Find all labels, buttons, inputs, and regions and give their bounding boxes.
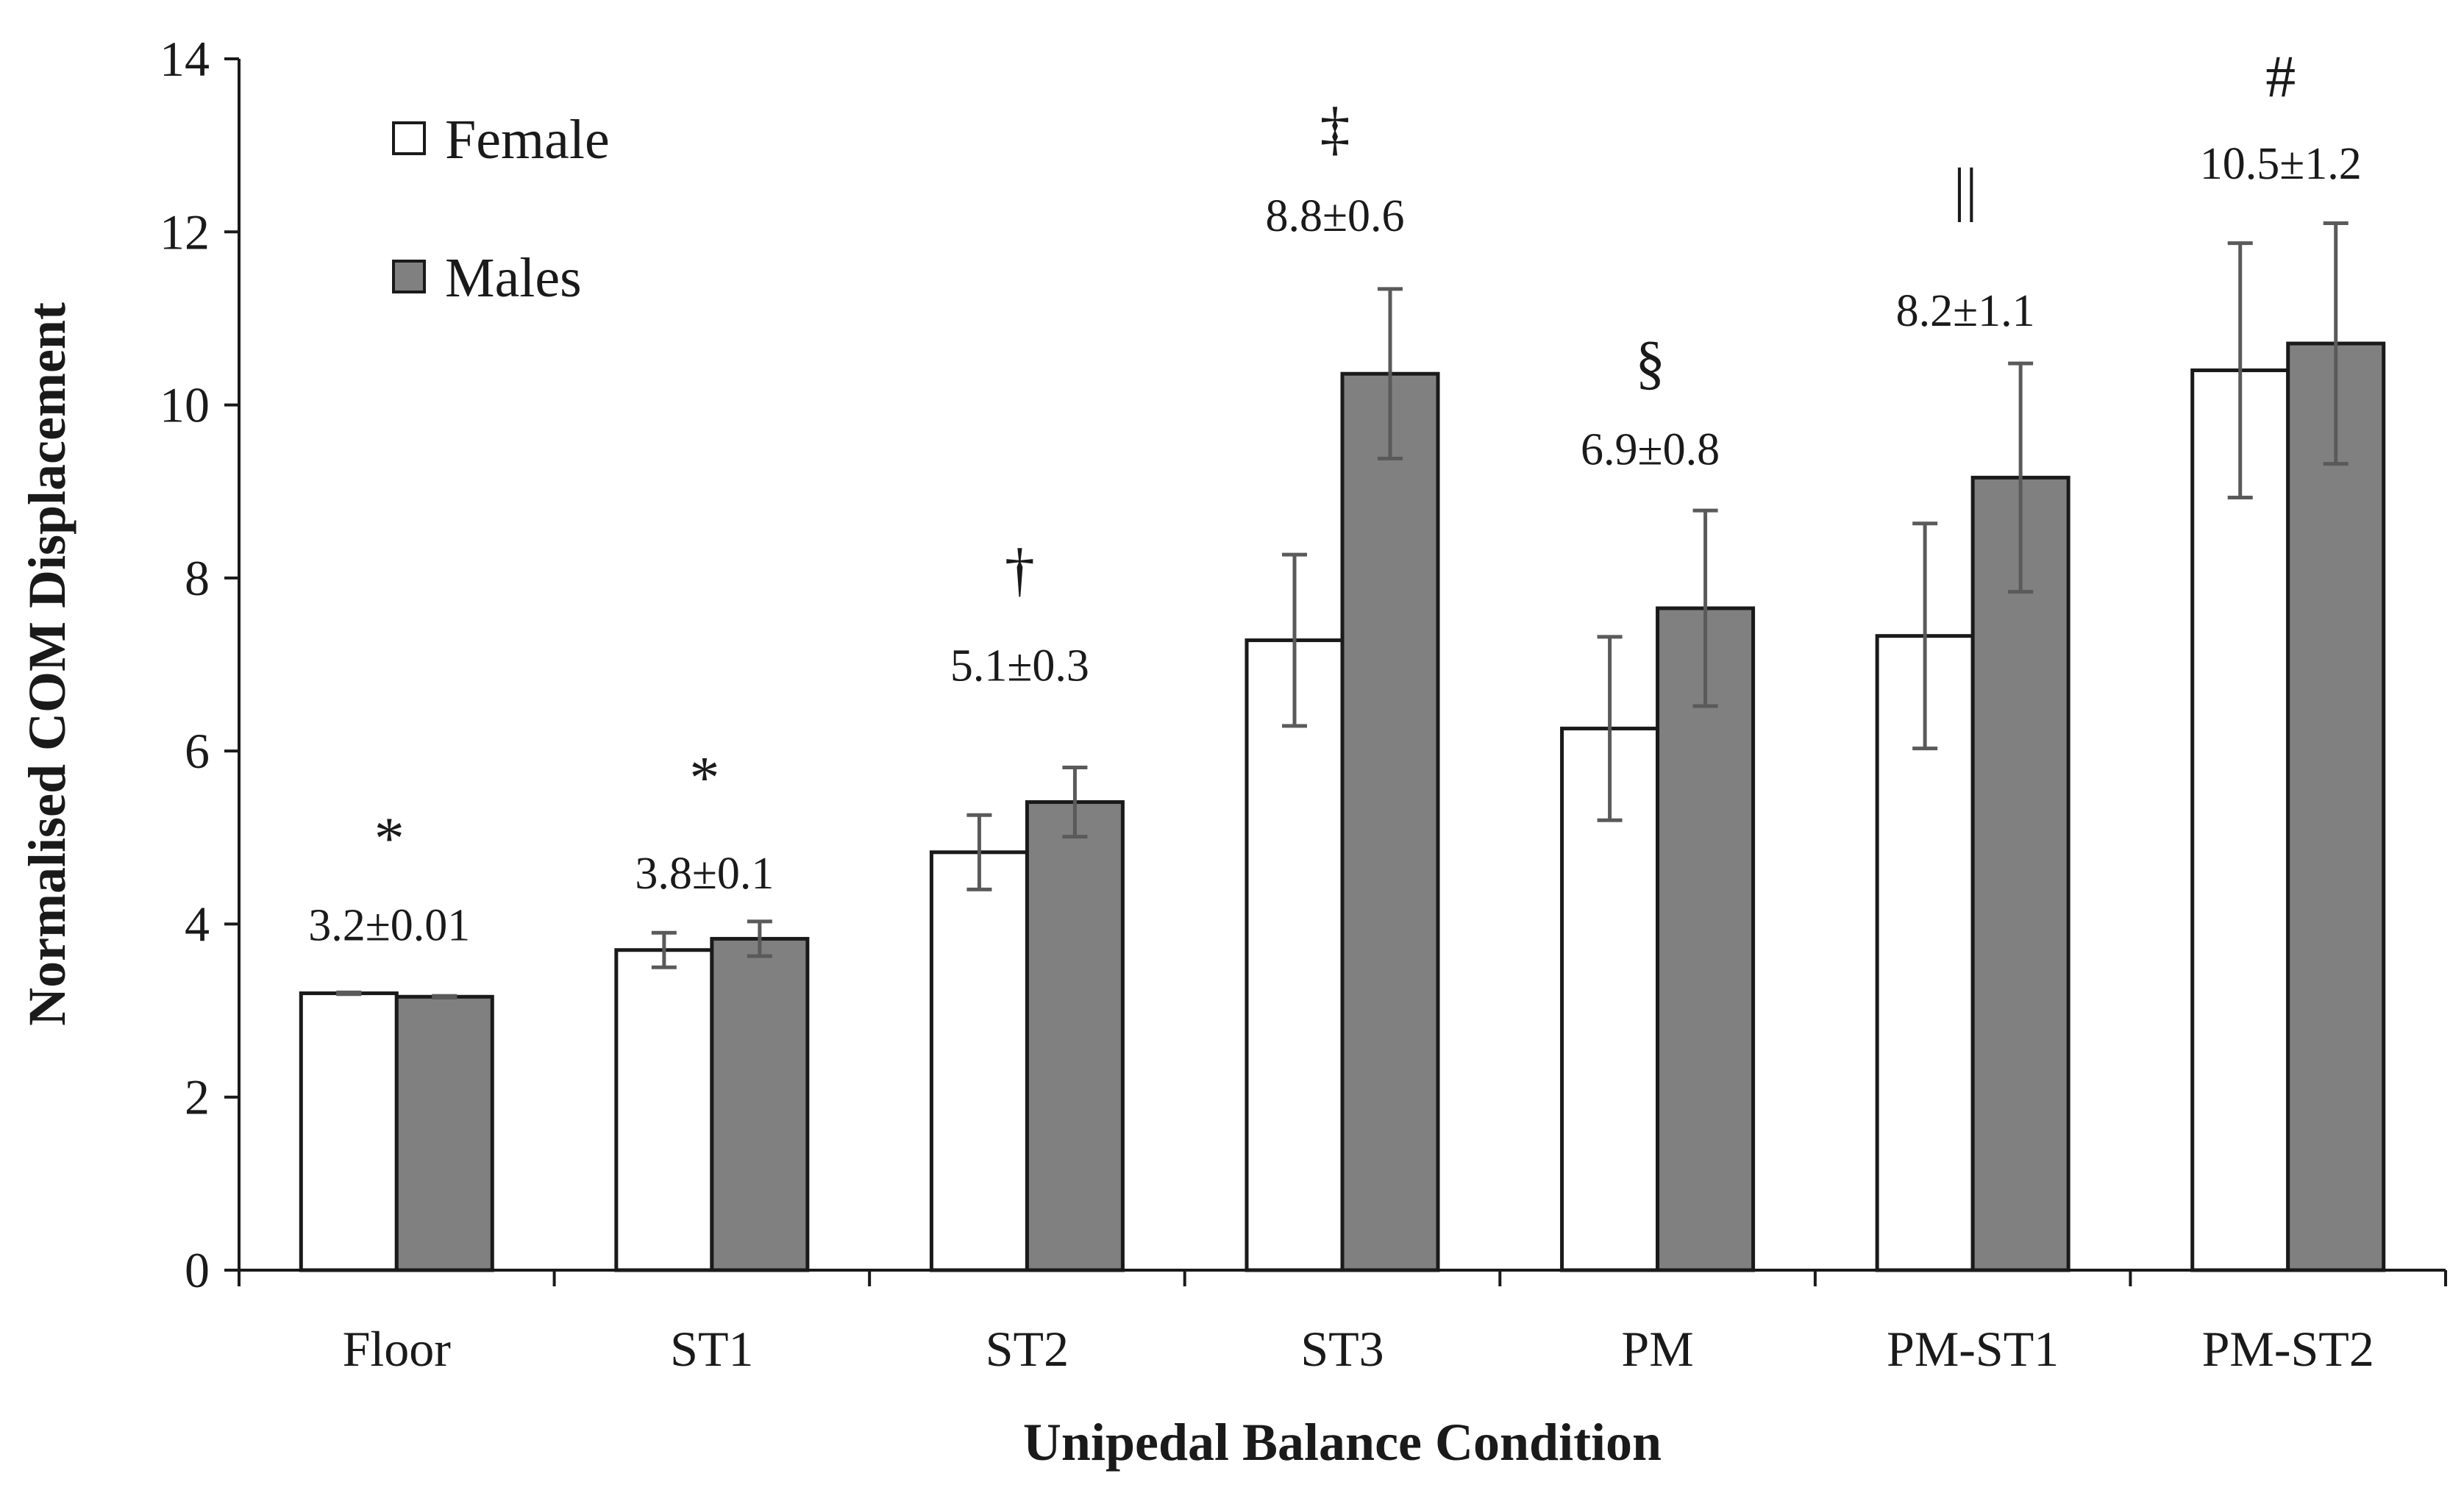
error-bar-female-pm-st1: [1912, 521, 1938, 751]
significance-mark-st1: *: [689, 744, 719, 810]
error-bar-female-pm: [1597, 635, 1623, 822]
legend-swatch-males: [392, 260, 426, 293]
error-bar-males-st1: [747, 919, 772, 958]
mean-label-pm: 6.9±0.8: [1581, 424, 1720, 474]
error-bar-female-floor: [336, 990, 362, 997]
mean-label-st2: 5.1±0.3: [950, 641, 1089, 691]
annotations-layer: 3.2±0.01 * 3.8±0.1 * 5.1±0.3 † 8.8±0.6 ‡ 6.9±0.8…: [308, 43, 2361, 951]
error-bar-males-floor: [432, 994, 457, 1000]
y-tick-label: 2: [185, 1069, 210, 1125]
bar-males-st3: [1340, 371, 1440, 1272]
bar-males-st2: [1025, 800, 1125, 1272]
labels-layer: 0 2 4 6 8 10 12 14 Floor ST1 ST2 ST3 PM PM-ST1 PM-ST2: [160, 31, 2374, 1377]
error-bar-males-pm-st1: [2008, 361, 2034, 594]
bar-female-st3: [1245, 638, 1345, 1272]
x-tick-label-pm: PM: [1621, 1321, 1693, 1377]
significance-mark-pm-st2: #: [2265, 43, 2296, 110]
legend-label-males: Males: [445, 247, 582, 309]
significance-mark-floor: *: [374, 805, 405, 872]
error-bar-female-st3: [1282, 552, 1307, 728]
bars-layer: [299, 341, 2386, 1272]
mean-label-floor: 3.2±0.01: [308, 900, 470, 950]
mean-label-st3: 8.8±0.6: [1265, 191, 1404, 241]
error-bar-males-pm: [1692, 508, 1718, 708]
y-tick-label: 8: [185, 550, 210, 606]
bar-males-pm-st2: [2286, 341, 2386, 1272]
x-axis-title: Unipedal Balance Condition: [1023, 1413, 1662, 1472]
bar-female-st2: [929, 850, 1029, 1272]
y-tick-label: 12: [160, 204, 210, 260]
mean-label-pm-st1: 8.2±1.1: [1896, 286, 2035, 336]
significance-mark-st3: ‡: [1320, 95, 1350, 162]
error-bar-female-st2: [966, 813, 992, 891]
error-bar-female-pm-st2: [2227, 241, 2253, 499]
bar-males-floor: [394, 994, 494, 1272]
x-tick-label-st3: ST3: [1300, 1321, 1384, 1377]
y-tick-label: 4: [185, 896, 210, 952]
mean-label-pm-st2: 10.5±1.2: [2200, 139, 2362, 189]
significance-mark-pm-st1: ||: [1954, 155, 1978, 222]
y-tick-label: 6: [185, 723, 210, 779]
bar-female-st1: [614, 948, 714, 1272]
bar-female-pm-st2: [2190, 368, 2290, 1272]
y-tick-label: 0: [185, 1242, 210, 1298]
error-bar-males-st3: [1378, 287, 1403, 461]
x-tick-label-floor: Floor: [343, 1321, 452, 1377]
error-bars-layer: [336, 221, 2349, 1000]
ticks-layer: [224, 57, 2447, 1286]
error-bar-female-st1: [651, 930, 677, 969]
legend-swatch-female: [392, 121, 426, 155]
error-bar-males-st2: [1062, 765, 1088, 839]
significance-mark-pm: §: [1635, 329, 1665, 396]
bar-males-st1: [710, 936, 810, 1272]
x-tick-label-st1: ST1: [670, 1321, 753, 1377]
x-tick-label-st2: ST2: [986, 1321, 1069, 1377]
legend: Female Males: [392, 109, 610, 309]
y-tick-label: 10: [160, 377, 210, 433]
error-bar-males-pm-st2: [2323, 221, 2349, 466]
y-tick-label: 14: [160, 31, 210, 87]
bar-males-pm-st1: [1970, 475, 2070, 1272]
axes-layer: [238, 59, 2446, 1272]
x-tick-label-pm-st2: PM-ST2: [2202, 1321, 2374, 1377]
legend-label-female: Female: [445, 109, 610, 171]
significance-mark-st2: †: [1005, 536, 1035, 603]
x-tick-label-pm-st1: PM-ST1: [1887, 1321, 2059, 1377]
mean-label-st1: 3.8±0.1: [635, 849, 774, 899]
bar-female-floor: [299, 991, 399, 1272]
y-axis-title: Normalised COM Displacement: [18, 302, 76, 1026]
bar-males-pm: [1656, 606, 1756, 1272]
